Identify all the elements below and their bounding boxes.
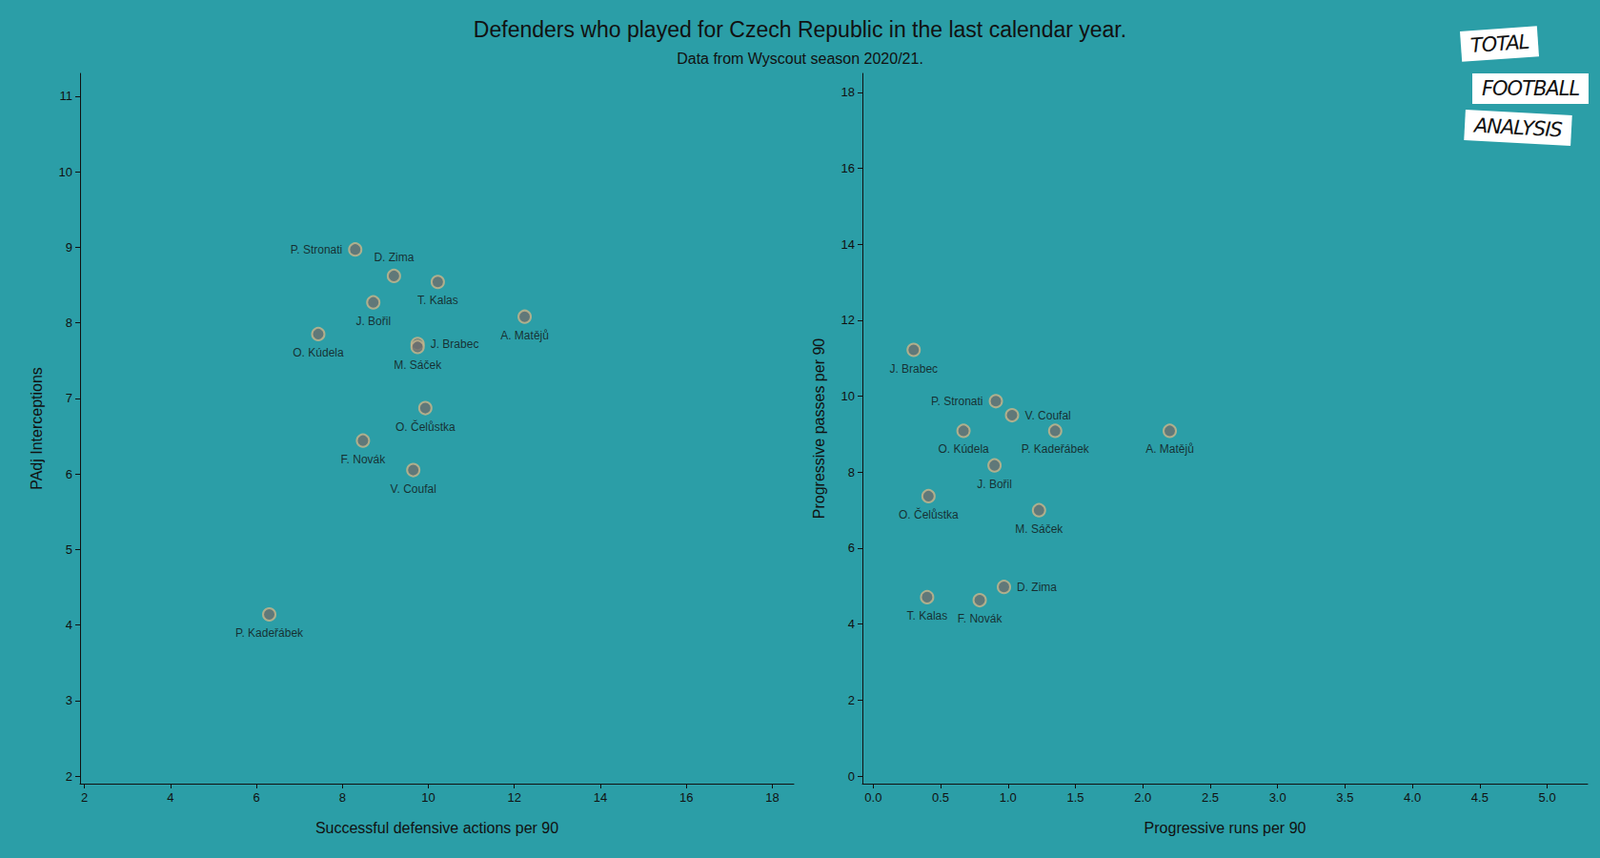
svg-text:14: 14	[841, 237, 855, 252]
svg-text:F. Novák: F. Novák	[957, 611, 1004, 626]
svg-text:P. Stronati: P. Stronati	[931, 394, 983, 408]
svg-text:P. Stronati: P. Stronati	[290, 243, 343, 257]
svg-text:O. Kúdela: O. Kúdela	[292, 345, 345, 360]
svg-text:0.5: 0.5	[931, 789, 950, 805]
svg-text:18: 18	[765, 789, 779, 805]
svg-text:J. Bořil: J. Bořil	[355, 314, 391, 328]
svg-text:1.0: 1.0	[999, 789, 1017, 805]
svg-text:A. Matějů: A. Matějů	[1145, 442, 1195, 456]
svg-text:0: 0	[848, 769, 855, 784]
svg-text:9: 9	[65, 240, 73, 255]
svg-text:PAdj Interceptions: PAdj Interceptions	[28, 366, 45, 490]
svg-text:3: 3	[65, 692, 73, 708]
svg-text:T. Kalas: T. Kalas	[417, 293, 459, 307]
svg-text:T. Kalas: T. Kalas	[907, 608, 949, 623]
svg-text:8: 8	[848, 465, 855, 480]
svg-text:Progressive passes per 90: Progressive passes per 90	[810, 338, 828, 520]
html-text:FOOTBALL: FOOTBALL	[1481, 77, 1580, 101]
svg-text:6: 6	[848, 540, 855, 555]
svg-text:4: 4	[166, 789, 174, 805]
svg-text:P. Kadeřábek: P. Kadeřábek	[1021, 442, 1091, 456]
svg-text:4.0: 4.0	[1403, 789, 1421, 805]
svg-text:O. Čelůstka: O. Čelůstka	[395, 419, 456, 434]
svg-text:12: 12	[841, 312, 855, 327]
svg-text:D. Zima: D. Zima	[1016, 580, 1057, 594]
svg-text:P. Kadeřábek: P. Kadeřábek	[235, 626, 304, 640]
svg-text:Defenders who played for Czech: Defenders who played for Czech Republic …	[473, 17, 1127, 42]
svg-text:O. Čelůstka: O. Čelůstka	[898, 506, 959, 522]
svg-text:10: 10	[421, 789, 435, 805]
svg-text:2.0: 2.0	[1134, 789, 1152, 805]
svg-text:F. Novák: F. Novák	[341, 452, 387, 466]
svg-text:D. Zima: D. Zima	[373, 250, 414, 264]
svg-text:4: 4	[848, 616, 855, 631]
svg-text:2: 2	[81, 789, 88, 805]
svg-text:16: 16	[679, 789, 693, 805]
svg-text:2: 2	[848, 692, 855, 708]
svg-text:8: 8	[65, 315, 73, 330]
svg-text:5.0: 5.0	[1539, 789, 1557, 805]
svg-text:3.0: 3.0	[1269, 789, 1287, 805]
svg-text:2: 2	[65, 769, 73, 784]
svg-text:3.5: 3.5	[1336, 789, 1354, 805]
svg-text:14: 14	[593, 789, 608, 805]
svg-text:18: 18	[841, 84, 855, 100]
svg-text:A. Matějů: A. Matějů	[500, 328, 549, 343]
svg-text:12: 12	[506, 789, 521, 805]
svg-text:4.5: 4.5	[1471, 789, 1489, 805]
svg-text:10: 10	[59, 164, 73, 180]
svg-text:O. Kúdela: O. Kúdela	[937, 442, 990, 456]
svg-text:J. Brabec: J. Brabec	[430, 337, 480, 351]
svg-text:Progressive runs per 90: Progressive runs per 90	[1144, 819, 1307, 836]
svg-text:J. Brabec: J. Brabec	[889, 362, 938, 376]
svg-text:6: 6	[65, 466, 73, 482]
svg-text:11: 11	[60, 88, 74, 103]
svg-text:Data from Wyscout season 2020/: Data from Wyscout season 2020/21.	[676, 50, 924, 67]
svg-text:4: 4	[65, 617, 73, 632]
svg-text:2.5: 2.5	[1201, 789, 1219, 805]
svg-text:M. Sáček: M. Sáček	[1014, 522, 1064, 536]
html-text:TOTAL: TOTAL	[1469, 30, 1530, 58]
svg-text:8: 8	[339, 789, 346, 805]
svg-text:0.0: 0.0	[864, 789, 882, 805]
svg-text:7: 7	[65, 390, 73, 406]
svg-text:5: 5	[65, 542, 73, 557]
svg-text:M. Sáček: M. Sáček	[393, 358, 443, 372]
svg-text:Successful defensive actions p: Successful defensive actions per 90	[315, 819, 559, 836]
svg-text:16: 16	[841, 161, 855, 176]
html-text:ANALYSIS: ANALYSIS	[1473, 113, 1563, 142]
svg-text:1.5: 1.5	[1066, 789, 1084, 805]
svg-text:J. Bořil: J. Bořil	[976, 477, 1013, 491]
svg-text:V. Coufal: V. Coufal	[390, 482, 437, 496]
svg-text:10: 10	[841, 388, 855, 404]
svg-text:V. Coufal: V. Coufal	[1025, 408, 1072, 423]
svg-text:6: 6	[252, 789, 260, 805]
